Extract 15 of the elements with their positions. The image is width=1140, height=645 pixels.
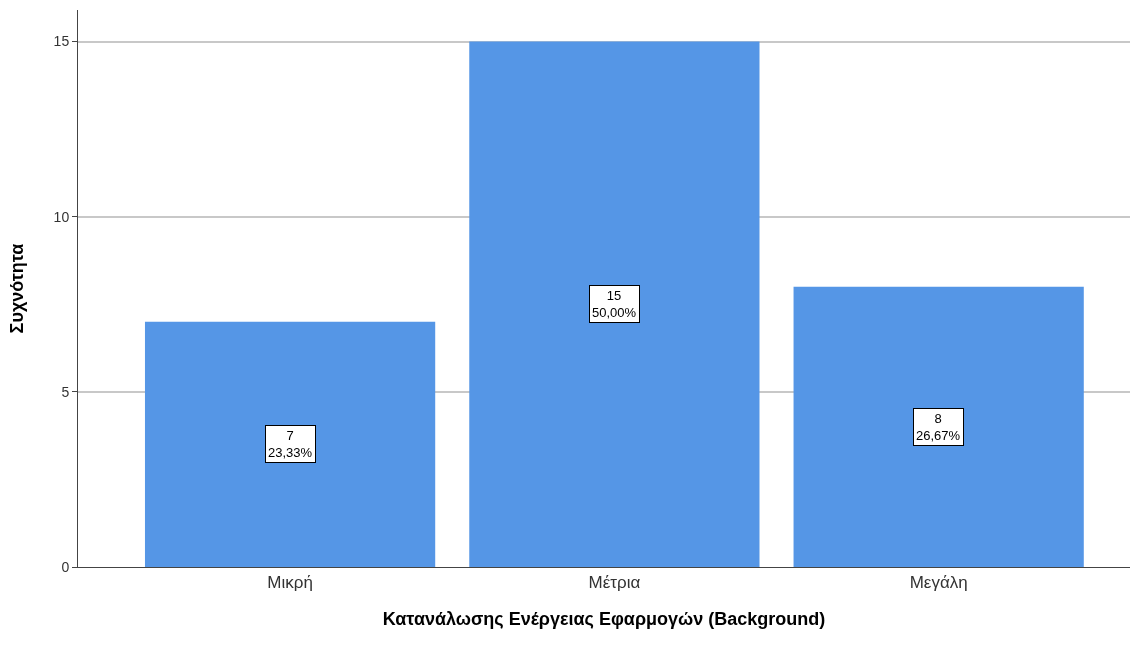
bar	[469, 41, 760, 567]
x-tick-label: Μέτρια	[588, 573, 641, 593]
x-axis-title: Κατανάλωσης Ενέργειας Εφαρμογών (Background)	[382, 608, 826, 629]
y-axis-title: Συχνότητα	[6, 243, 27, 334]
data-label: 15 50,00%	[592, 288, 637, 320]
y-tick-label: 15	[53, 33, 70, 50]
bar	[144, 321, 436, 567]
y-tick-label: 0	[61, 558, 70, 575]
data-label: 8 26,67%	[916, 411, 961, 443]
x-tick-label: Μικρή	[267, 573, 313, 593]
x-tick-label: Μεγάλη	[909, 573, 968, 593]
data-label: 7 23,33%	[268, 428, 313, 460]
bar	[793, 286, 1084, 567]
y-tick-label: 5	[61, 383, 70, 400]
y-tick-label: 10	[53, 208, 70, 225]
